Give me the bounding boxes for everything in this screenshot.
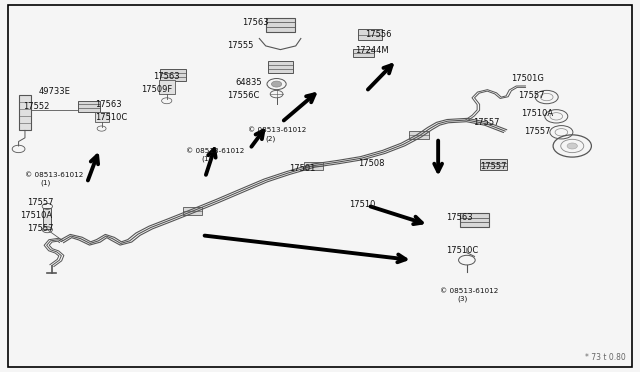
Circle shape	[271, 81, 282, 87]
Text: © 08513-61012: © 08513-61012	[186, 148, 244, 154]
Bar	[95, 112, 109, 122]
Text: 64835: 64835	[236, 78, 262, 87]
Bar	[358, 29, 382, 40]
Text: 17557: 17557	[28, 198, 54, 207]
Text: 17563: 17563	[242, 19, 269, 28]
Text: 17501G: 17501G	[511, 74, 545, 83]
Text: 17509F: 17509F	[141, 85, 172, 94]
Bar	[480, 159, 507, 170]
Text: 17557: 17557	[479, 162, 506, 171]
Bar	[266, 18, 295, 32]
Text: 17557: 17557	[518, 91, 545, 100]
Bar	[77, 101, 100, 112]
Text: 17557: 17557	[28, 224, 54, 233]
Text: 17563: 17563	[447, 213, 473, 222]
Text: (1): (1)	[202, 156, 212, 162]
Text: 17555: 17555	[227, 41, 254, 50]
Text: 17557: 17557	[473, 119, 500, 128]
Text: (2): (2)	[266, 135, 276, 142]
Bar	[44, 208, 51, 229]
Text: 17510A: 17510A	[20, 211, 52, 220]
Text: 49733E: 49733E	[39, 87, 71, 96]
Bar	[460, 213, 489, 227]
Text: 17510A: 17510A	[521, 109, 554, 118]
Text: (3): (3)	[458, 295, 468, 302]
Text: 17557: 17557	[524, 126, 551, 136]
Text: 17510: 17510	[349, 200, 375, 209]
Bar	[353, 48, 374, 57]
Text: 17563: 17563	[95, 100, 122, 109]
Text: 17563: 17563	[153, 72, 179, 81]
Bar	[182, 207, 202, 215]
Bar	[268, 61, 292, 73]
Text: * 73 t 0.80: * 73 t 0.80	[584, 353, 625, 362]
Bar	[159, 80, 175, 94]
Text: © 08513-61012: © 08513-61012	[440, 288, 499, 294]
Text: 17556: 17556	[365, 29, 391, 39]
Text: 17510C: 17510C	[95, 113, 127, 122]
Bar	[410, 131, 429, 139]
Text: (1): (1)	[40, 180, 51, 186]
Text: 17510C: 17510C	[447, 246, 479, 255]
Text: 17244M: 17244M	[355, 46, 388, 55]
Circle shape	[567, 143, 577, 149]
Text: 17552: 17552	[23, 102, 49, 111]
Bar	[161, 69, 186, 81]
Text: 17508: 17508	[358, 158, 385, 167]
Text: 17556C: 17556C	[227, 91, 260, 100]
Bar	[304, 161, 323, 170]
Text: © 08513-61012: © 08513-61012	[248, 127, 307, 134]
Bar	[19, 95, 31, 131]
Text: 17501: 17501	[289, 164, 316, 173]
Text: © 08513-61012: © 08513-61012	[25, 172, 83, 178]
